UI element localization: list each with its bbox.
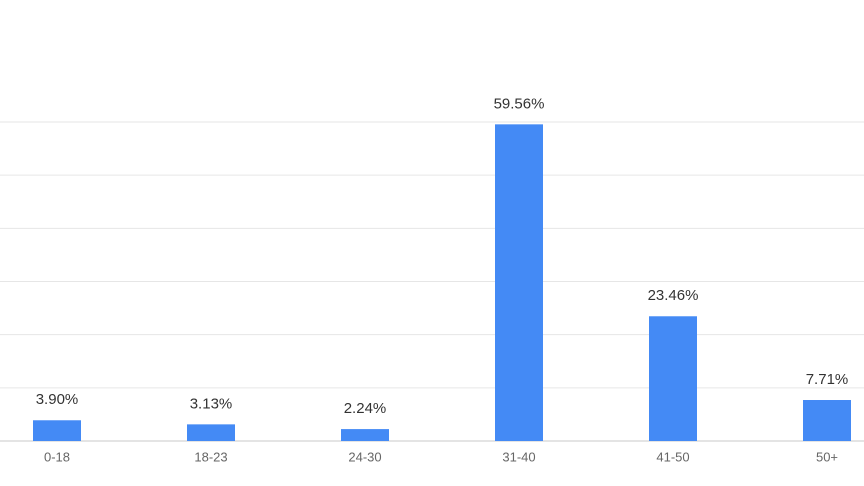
x-tick-label: 31-40	[502, 449, 535, 464]
x-tick-label: 18-23	[194, 449, 227, 464]
bar	[187, 424, 235, 441]
bar	[341, 429, 389, 441]
x-tick-label: 41-50	[656, 449, 689, 464]
value-label: 3.13%	[190, 395, 233, 412]
x-tick-label: 24-30	[348, 449, 381, 464]
bar	[495, 124, 543, 442]
value-label: 3.90%	[36, 391, 79, 408]
value-label: 7.71%	[806, 371, 849, 388]
value-label: 23.46%	[648, 287, 699, 304]
value-label: 2.24%	[344, 400, 387, 417]
bar	[649, 316, 697, 441]
x-tick-label: 50+	[816, 449, 838, 464]
value-label: 59.56%	[494, 95, 545, 112]
x-tick-label: 0-18	[44, 449, 70, 464]
bar	[803, 400, 851, 441]
bar	[33, 420, 81, 441]
